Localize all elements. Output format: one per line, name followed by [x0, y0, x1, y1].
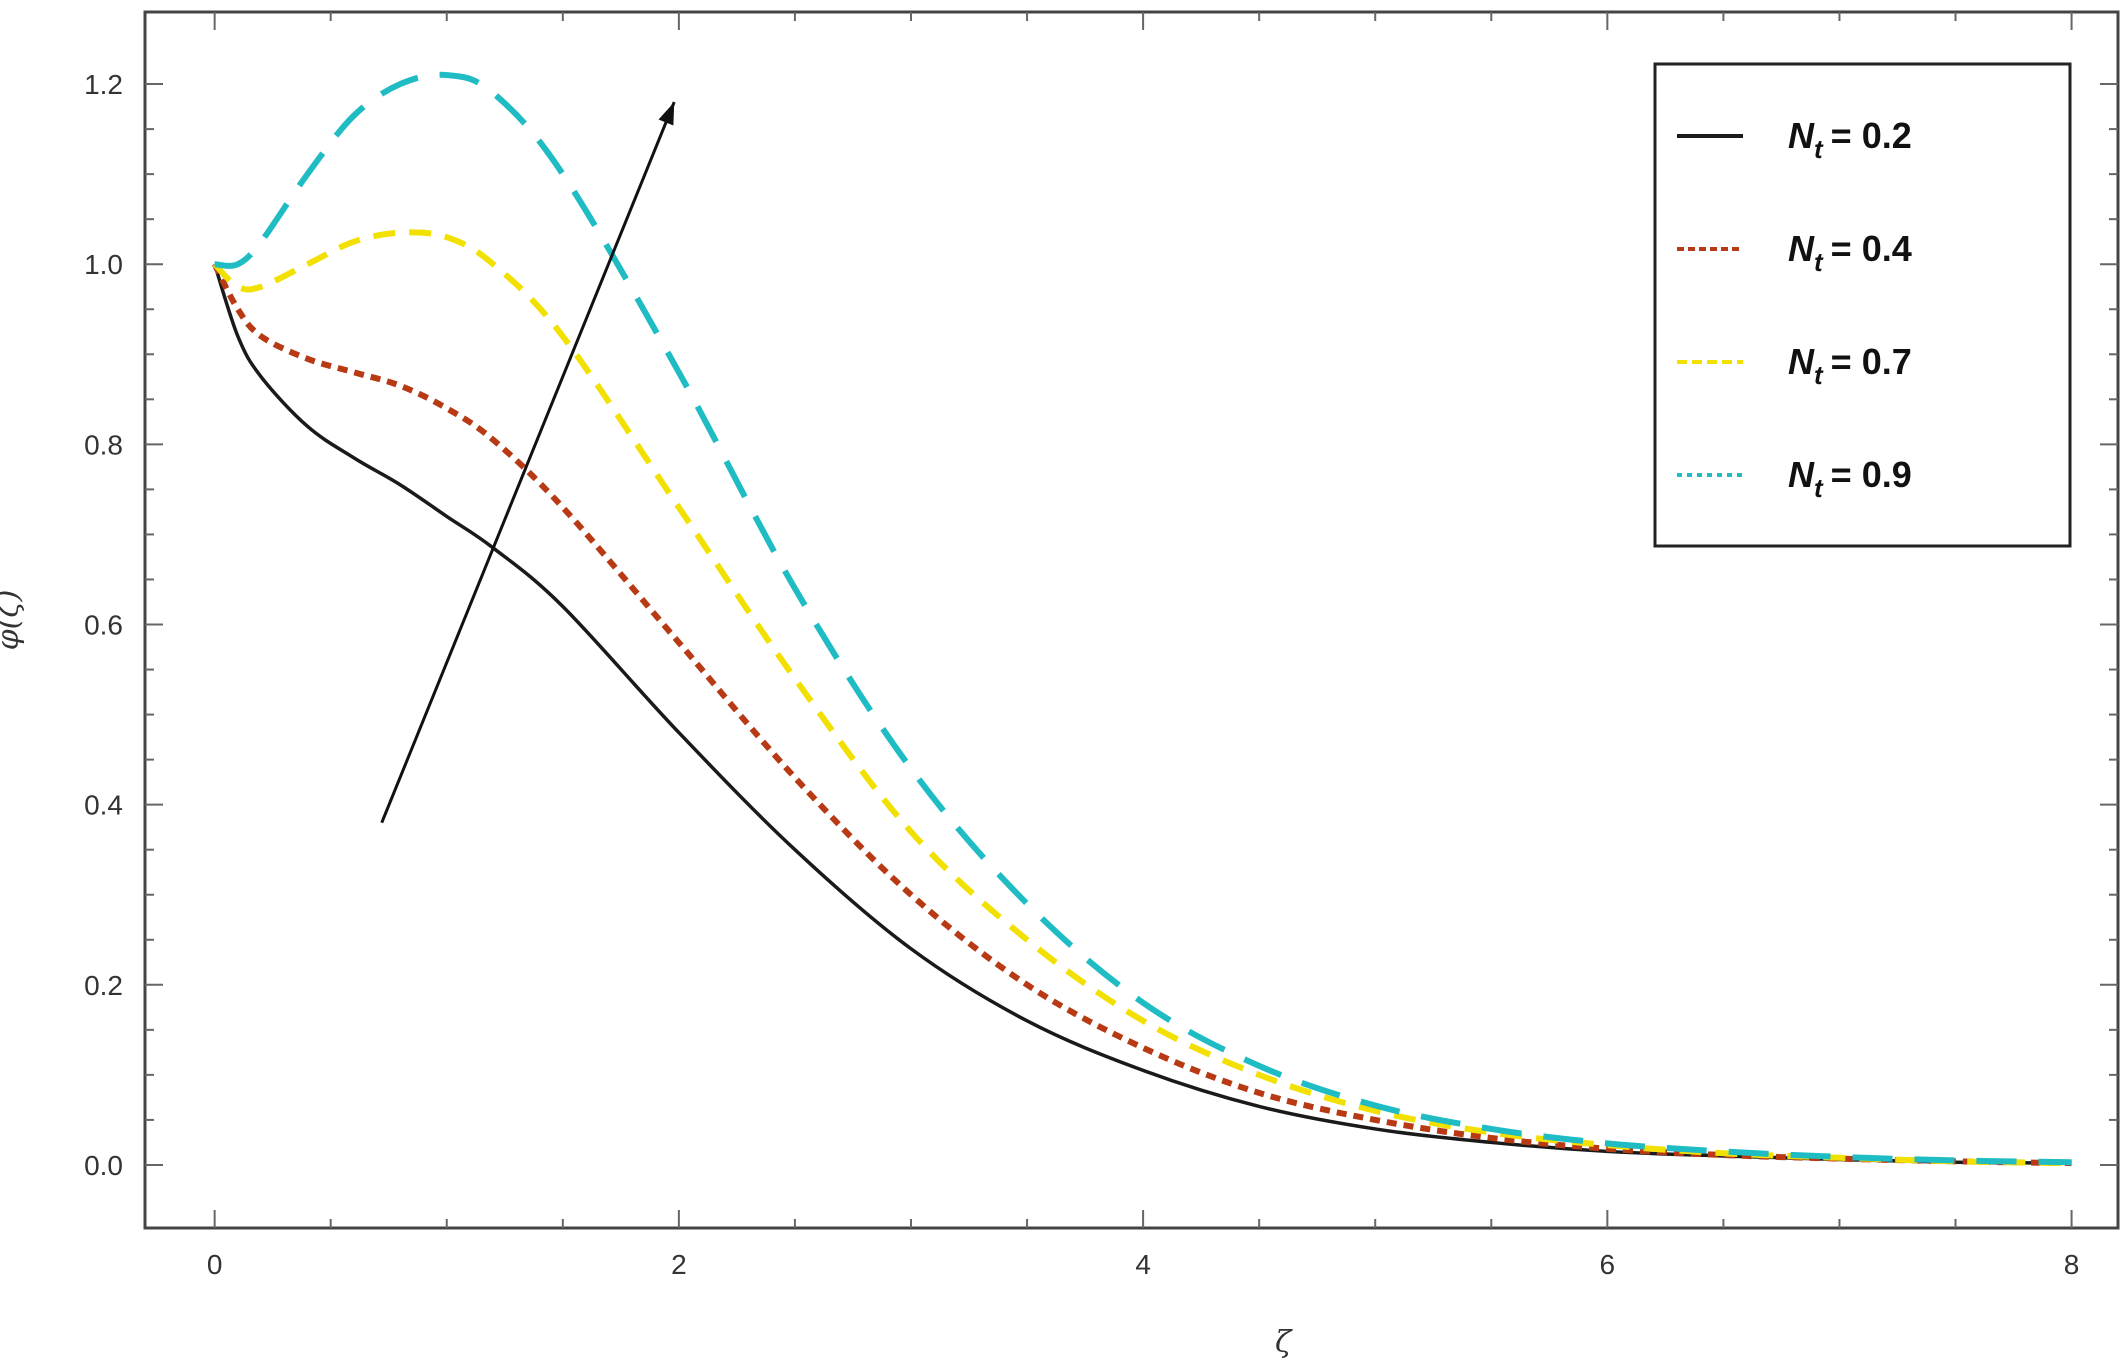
annotation-arrowhead	[658, 102, 675, 126]
x-tick-label: 0	[207, 1249, 223, 1280]
legend-label-3: Nt = 0.7	[1788, 341, 1912, 390]
legend-box	[1653, 62, 2072, 548]
y-tick-label: 0.0	[84, 1150, 123, 1181]
x-tick-label: 8	[2064, 1249, 2080, 1280]
legend: Nt = 0.2 Nt = 0.4 Nt = 0.7 Nt = 0.9	[1653, 62, 2072, 548]
x-tick-label: 6	[1600, 1249, 1616, 1280]
x-tick-label: 4	[1135, 1249, 1151, 1280]
y-tick-label: 1.2	[84, 69, 123, 100]
x-tick-label: 2	[671, 1249, 687, 1280]
x-axis-label: ζ	[1275, 1325, 1293, 1360]
series-line-3	[212, 229, 2072, 1167]
legend-label-2: Nt = 0.4	[1788, 228, 1912, 277]
y-axis-label: φ(ζ)	[0, 590, 26, 651]
annotation-arrow	[380, 101, 676, 824]
plot-frame	[143, 10, 2120, 1230]
y-tick-label: 0.2	[84, 970, 123, 1001]
y-tick-label: 0.8	[84, 429, 123, 460]
legend-label-4: Nt = 0.9	[1788, 454, 1912, 503]
legend-label-1: Nt = 0.2	[1788, 115, 1912, 164]
y-tick-label: 0.6	[84, 610, 123, 641]
y-tick-label: 0.4	[84, 790, 123, 821]
y-tick-label: 1.0	[84, 249, 123, 280]
